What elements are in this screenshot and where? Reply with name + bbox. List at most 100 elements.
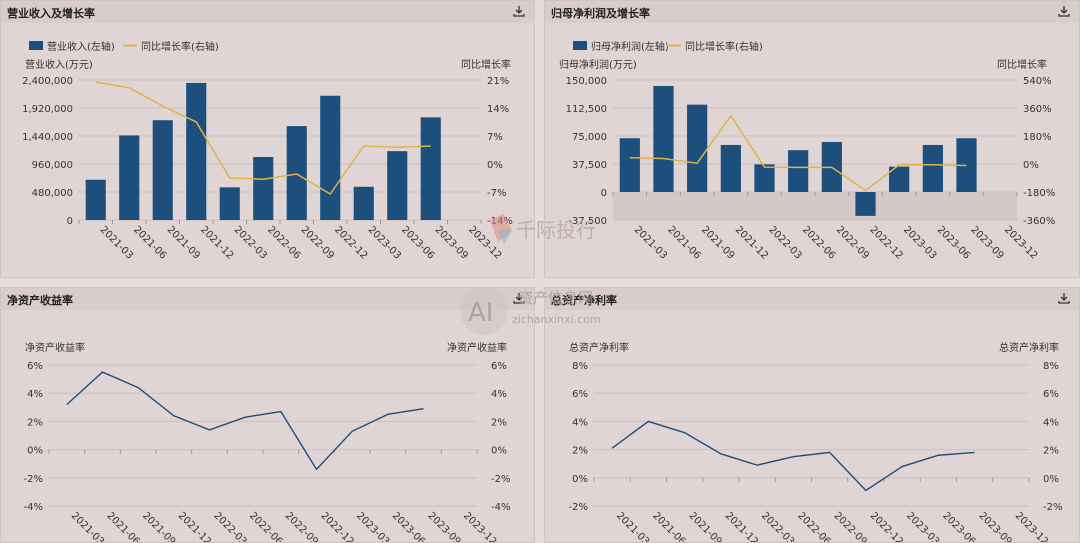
legend-bar-swatch [573, 41, 587, 50]
right-tick-label: -4% [491, 502, 510, 513]
x-tick-label: 2021-09 [140, 510, 177, 543]
revenue-chart: 0 480,000 960,000 1,440,000 1,920,000 2,400,0… [22, 40, 513, 262]
right-tick-label: 4% [1043, 417, 1059, 428]
x-tick-label: 2023-12 [1013, 510, 1050, 543]
growth-line [629, 114, 967, 192]
x-tick-label: 2023-09 [968, 224, 1005, 261]
legend-bar-swatch [29, 41, 43, 50]
x-tick-label: 2022-03 [211, 510, 248, 543]
right-tick-label: -180% [1023, 188, 1055, 199]
legend-line-label: 同比增长率(右轴) [141, 40, 219, 53]
left-tick-label: 0% [27, 446, 43, 457]
roa-panel-title: 总资产净利率 [551, 294, 617, 307]
right-tick-label: 6% [1043, 389, 1059, 400]
x-tick-label: 2023-12 [1002, 224, 1039, 261]
x-tick-label: 2022-06 [247, 510, 284, 543]
right-tick-label: -2% [1043, 502, 1062, 513]
x-tick-label: 2021-09 [687, 510, 724, 543]
bar [653, 85, 674, 192]
x-tick-label: 2022-12 [332, 224, 369, 261]
x-tick-label: 2023-09 [433, 224, 470, 261]
x-tick-label: 2021-06 [665, 224, 702, 261]
x-tick-label: 2022-12 [318, 510, 355, 543]
bar [855, 192, 876, 216]
x-tick-label: 2021-12 [723, 510, 760, 543]
download-icon[interactable] [1057, 291, 1071, 305]
right-tick-label: 540% [1023, 76, 1052, 87]
left-tick-label: 112,500 [566, 104, 607, 115]
x-tick-label: 2022-09 [834, 224, 871, 261]
net-profit-panel-title: 归母净利润及增长率 [551, 7, 650, 20]
download-icon[interactable] [1057, 4, 1071, 18]
ratio-line [66, 371, 424, 471]
x-tick-label: 2022-09 [299, 224, 336, 261]
x-tick-label: 2023-06 [935, 224, 972, 261]
right-tick-label: 0% [487, 160, 503, 171]
x-tick-label: 2023-03 [901, 224, 938, 261]
left-tick-label: 1,920,000 [22, 104, 73, 115]
bar [788, 150, 809, 192]
download-icon[interactable] [512, 4, 526, 18]
bar [922, 144, 943, 192]
net-profit-panel-header: 归母净利润及增长率 [545, 1, 1079, 23]
net-profit-chart: -37,500 0 37,500 75,000 112,500 150,000 -360% -… [559, 40, 1055, 262]
x-tick-label: 2023-03 [366, 224, 403, 261]
growth-line [95, 81, 431, 196]
right-tick-label: 7% [487, 132, 503, 143]
x-tick-label: 2021-09 [699, 224, 736, 261]
x-tick-label: 2022-12 [867, 224, 904, 261]
bar [186, 82, 207, 220]
left-axis-unit: 净资产收益率 [25, 341, 85, 354]
right-axis-unit: 总资产净利率 [999, 341, 1059, 354]
left-tick-label: 37,500 [572, 160, 607, 171]
right-tick-label: 0% [1043, 474, 1059, 485]
x-tick-label: 2021-06 [131, 224, 168, 261]
bar [420, 117, 441, 220]
download-icon[interactable] [512, 291, 526, 305]
left-tick-label: 2% [27, 417, 43, 428]
left-tick-label: 4% [27, 389, 43, 400]
x-tick-label: 2023-06 [940, 510, 977, 543]
left-tick-label: -2% [569, 502, 588, 513]
roe-chart: -4% -4%-2% -2%0% 0%2% 2%4% 4%6% 6%2021-032021-… [24, 341, 511, 543]
x-tick-label: 2022-03 [759, 510, 796, 543]
roa-panel: 总资产净利率 -2% -2% 0% 0% 2% 2% 4% 4% 6% 6% 8% 8% 2021-03… [544, 287, 1080, 543]
bar [152, 120, 173, 220]
right-tick-label: 2% [1043, 446, 1059, 457]
x-tick-label: 2023-06 [390, 510, 427, 543]
roe-panel: 净资产收益率 -4% -4% -2% -2% 0% 0% 2% 2% 4% 4% 6% 6% 2021-… [0, 287, 535, 543]
right-tick-label: -7% [487, 188, 506, 199]
right-tick-label: 2% [491, 417, 507, 428]
left-tick-label: 75,000 [572, 132, 607, 143]
bar [387, 151, 408, 220]
left-tick-label: 0 [601, 188, 607, 199]
left-tick-label: -37,500 [568, 216, 607, 227]
roe-panel-header: 净资产收益率 [1, 288, 534, 310]
x-tick-label: 2021-12 [176, 510, 213, 543]
right-tick-label: 360% [1023, 104, 1052, 115]
x-tick-label: 2021-12 [733, 224, 770, 261]
negative-area-band [613, 192, 1017, 220]
x-tick-label: 2023-12 [461, 510, 498, 543]
left-tick-label: 1,440,000 [22, 132, 73, 143]
right-tick-label: 8% [1043, 361, 1059, 372]
right-axis-unit: 同比增长率 [461, 58, 511, 71]
x-tick-label: 2022-03 [232, 224, 269, 261]
legend-bar-label: 归母净利润(左轴) [591, 40, 669, 53]
x-tick-label: 2021-03 [632, 224, 669, 261]
net-profit-panel: 归母净利润及增长率 -37,500 0 37,500 75,000 112,500 150… [544, 0, 1080, 278]
right-tick-label: 21% [487, 76, 509, 87]
bar [253, 157, 274, 220]
right-axis-unit: 净资产收益率 [447, 341, 507, 354]
x-tick-label: 2022-12 [868, 510, 905, 543]
bar [219, 187, 240, 220]
left-tick-label: 0 [67, 216, 73, 227]
bar [320, 95, 341, 220]
right-tick-label: -2% [491, 474, 510, 485]
bar [687, 104, 708, 192]
left-tick-label: 480,000 [32, 188, 73, 199]
bar [353, 186, 374, 220]
revenue-panel-title: 营业收入及增长率 [7, 7, 95, 20]
left-tick-label: -2% [24, 474, 43, 485]
x-tick-label: 2021-03 [614, 510, 651, 543]
